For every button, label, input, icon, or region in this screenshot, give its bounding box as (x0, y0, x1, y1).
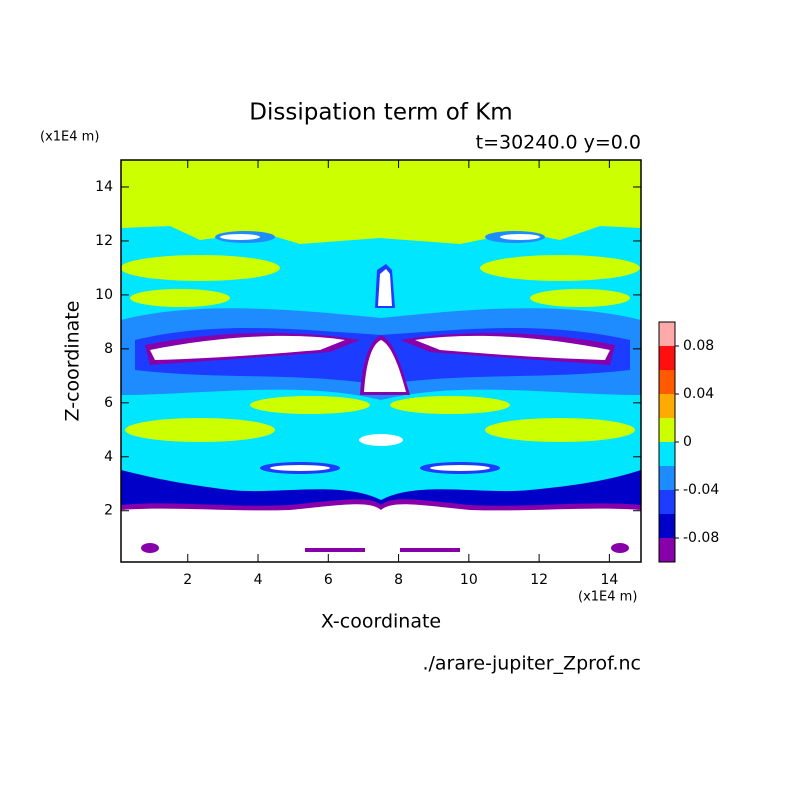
y-axis-label: Z-coordinate (62, 301, 84, 422)
contour-region (500, 234, 540, 240)
y-tick-label: 10 (95, 287, 113, 303)
x-tick-label: 6 (324, 572, 333, 588)
x-axis-label: X-coordinate (321, 611, 441, 633)
x-unit: (x1E4 m) (578, 590, 637, 605)
chart-title: Dissipation term of Km (249, 100, 512, 126)
colorbar-segment (659, 394, 675, 418)
colorbar-tick-label: -0.08 (683, 530, 719, 546)
colorbar-segment (659, 466, 675, 490)
contour-region (415, 335, 610, 360)
contour-region (250, 396, 370, 414)
contour-region (364, 340, 406, 392)
contour-region (150, 335, 345, 360)
colorbar-segment (659, 322, 675, 346)
contour-region (305, 548, 365, 552)
contour-region (130, 289, 230, 307)
contour-region (480, 255, 640, 281)
x-tick-label: 12 (530, 572, 548, 588)
y-tick-label: 14 (95, 179, 113, 195)
contour-region (121, 504, 641, 562)
colorbar-tick-label: 0.04 (683, 386, 714, 402)
contour-region (220, 234, 260, 240)
contour-region (270, 465, 330, 471)
y-unit: (x1E4 m) (40, 130, 99, 145)
source-file: ./arare-jupiter_Zprof.nc (422, 653, 641, 675)
contour-region (378, 269, 392, 306)
y-tick-label: 8 (104, 341, 113, 357)
contour-region (530, 289, 630, 307)
contour-region (390, 396, 510, 414)
contour-region (400, 548, 460, 552)
colorbar-segment (659, 514, 675, 538)
contour-region (359, 434, 403, 446)
chart-subtitle: t=30240.0 y=0.0 (476, 132, 641, 154)
contour-region (430, 465, 490, 471)
contour-region (611, 543, 629, 553)
colorbar-segment (659, 370, 675, 394)
colorbar-segment (659, 442, 675, 466)
x-tick-label: 4 (254, 572, 263, 588)
y-tick-label: 6 (104, 395, 113, 411)
contour-field (120, 160, 641, 562)
plot-frame (120, 159, 642, 563)
colorbar-segment (659, 490, 675, 514)
colorbar-segment (659, 538, 675, 562)
y-tick-label: 4 (104, 449, 113, 465)
colorbar-tick-label: -0.04 (683, 482, 719, 498)
x-tick-label: 14 (600, 572, 618, 588)
y-tick-label: 2 (104, 503, 113, 519)
colorbar-tick-label: 0.08 (683, 338, 714, 354)
contour-region (485, 418, 635, 442)
contour-region (120, 255, 280, 281)
colorbar-segment (659, 346, 675, 370)
x-tick-label: 10 (460, 572, 478, 588)
contour-region (125, 418, 275, 442)
x-tick-label: 2 (183, 572, 192, 588)
colorbar-segment (659, 418, 675, 442)
x-tick-label: 8 (394, 572, 403, 588)
contour-region (141, 543, 159, 553)
y-tick-label: 12 (95, 233, 113, 249)
colorbar-tick-label: 0 (683, 434, 692, 450)
